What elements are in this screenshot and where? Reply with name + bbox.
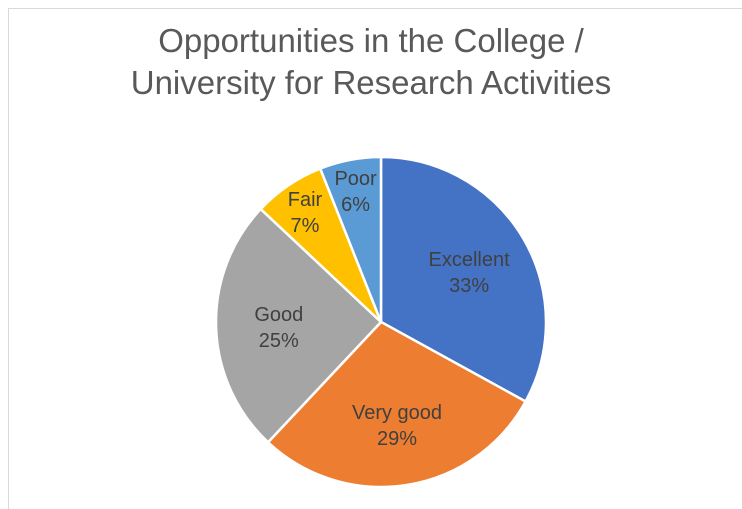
slice-value-poor: 6%: [341, 194, 370, 216]
slice-label-very-good: Very good: [352, 402, 442, 424]
pie-slice-good: [214, 207, 383, 445]
pie-slice-excellent: [379, 155, 548, 404]
slice-value-fair: 7%: [291, 215, 320, 237]
chart-title: Opportunities in the College / Universit…: [0, 20, 742, 104]
slice-value-excellent: 33%: [449, 275, 489, 297]
chart-title-line-1: Opportunities in the College /: [158, 22, 584, 59]
slice-label-good: Good: [254, 304, 303, 326]
slice-value-very-good: 29%: [377, 428, 417, 450]
slice-label-excellent: Excellent: [429, 249, 511, 271]
slice-value-good: 25%: [259, 330, 299, 352]
pie-slice-very-good: [266, 320, 528, 489]
slice-label-fair: Fair: [288, 189, 323, 211]
slice-label-poor: Poor: [334, 168, 377, 190]
chart-title-line-2: University for Research Activities: [130, 64, 612, 101]
pie-slice-poor: [318, 155, 383, 323]
